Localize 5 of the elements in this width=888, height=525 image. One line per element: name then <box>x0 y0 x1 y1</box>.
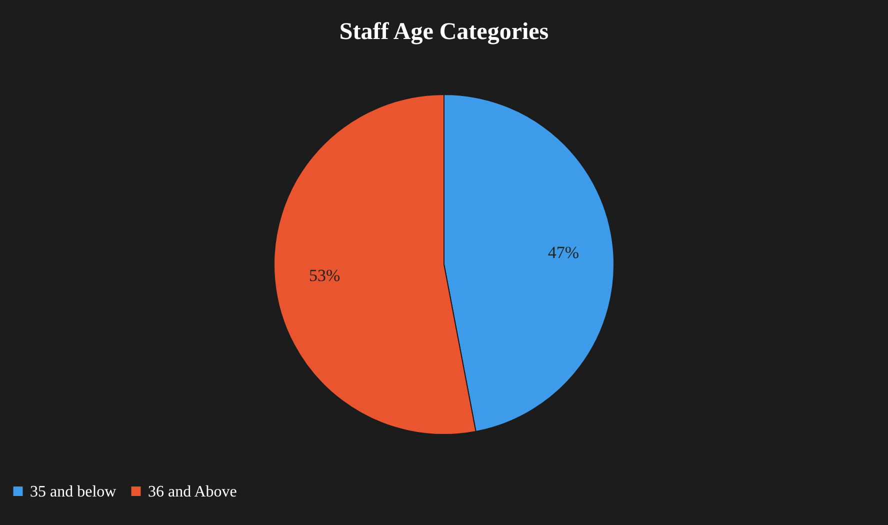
chart-title: Staff Age Categories <box>339 19 549 45</box>
legend-label: 35 and below <box>30 483 117 500</box>
legend-label: 36 and Above <box>148 483 237 500</box>
data-label: 47% <box>548 243 580 262</box>
data-label: 53% <box>308 266 340 285</box>
